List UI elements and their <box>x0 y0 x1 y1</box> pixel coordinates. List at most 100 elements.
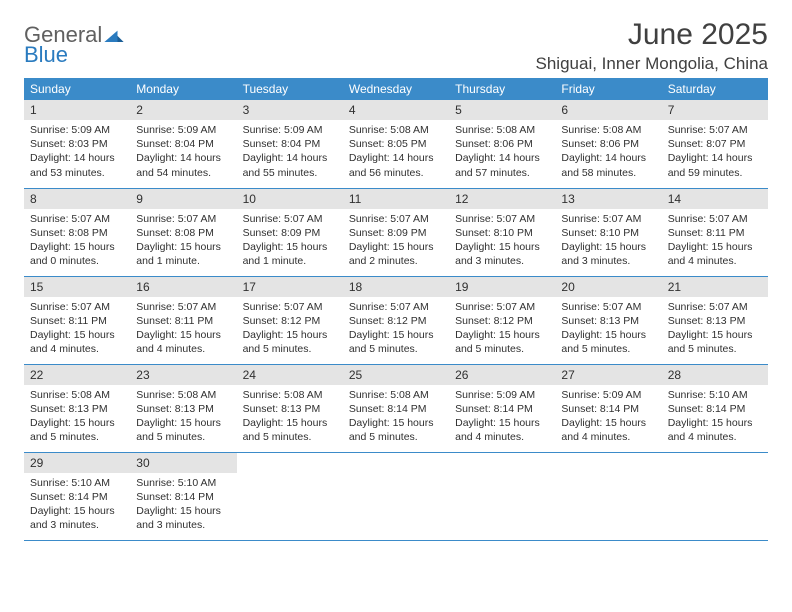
calendar-cell: 9Sunrise: 5:07 AMSunset: 8:08 PMDaylight… <box>130 188 236 276</box>
calendar-cell: 4Sunrise: 5:08 AMSunset: 8:05 PMDaylight… <box>343 100 449 188</box>
day-details: Sunrise: 5:07 AMSunset: 8:09 PMDaylight:… <box>343 209 449 275</box>
day-details: Sunrise: 5:09 AMSunset: 8:04 PMDaylight:… <box>130 120 236 186</box>
day-number: 30 <box>130 453 236 473</box>
calendar-cell: 26Sunrise: 5:09 AMSunset: 8:14 PMDayligh… <box>449 364 555 452</box>
day-number: 2 <box>130 100 236 120</box>
day-number: 1 <box>24 100 130 120</box>
day-details: Sunrise: 5:08 AMSunset: 8:13 PMDaylight:… <box>130 385 236 451</box>
day-details: Sunrise: 5:07 AMSunset: 8:08 PMDaylight:… <box>130 209 236 275</box>
calendar-cell: 20Sunrise: 5:07 AMSunset: 8:13 PMDayligh… <box>555 276 661 364</box>
day-details: Sunrise: 5:07 AMSunset: 8:10 PMDaylight:… <box>449 209 555 275</box>
calendar-cell: 3Sunrise: 5:09 AMSunset: 8:04 PMDaylight… <box>237 100 343 188</box>
weekday-header: Thursday <box>449 78 555 100</box>
day-details: Sunrise: 5:09 AMSunset: 8:14 PMDaylight:… <box>449 385 555 451</box>
calendar-cell <box>449 452 555 540</box>
day-number: 22 <box>24 365 130 385</box>
day-number: 3 <box>237 100 343 120</box>
day-details: Sunrise: 5:10 AMSunset: 8:14 PMDaylight:… <box>662 385 768 451</box>
day-details: Sunrise: 5:08 AMSunset: 8:13 PMDaylight:… <box>24 385 130 451</box>
calendar-cell: 14Sunrise: 5:07 AMSunset: 8:11 PMDayligh… <box>662 188 768 276</box>
weekday-header: Friday <box>555 78 661 100</box>
brand-logo: GeneralBlue <box>24 18 124 66</box>
day-details: Sunrise: 5:10 AMSunset: 8:14 PMDaylight:… <box>24 473 130 539</box>
day-details: Sunrise: 5:07 AMSunset: 8:11 PMDaylight:… <box>130 297 236 363</box>
calendar-cell: 10Sunrise: 5:07 AMSunset: 8:09 PMDayligh… <box>237 188 343 276</box>
calendar-cell: 5Sunrise: 5:08 AMSunset: 8:06 PMDaylight… <box>449 100 555 188</box>
calendar-cell: 30Sunrise: 5:10 AMSunset: 8:14 PMDayligh… <box>130 452 236 540</box>
day-number: 27 <box>555 365 661 385</box>
calendar-cell: 25Sunrise: 5:08 AMSunset: 8:14 PMDayligh… <box>343 364 449 452</box>
calendar-table: Sunday Monday Tuesday Wednesday Thursday… <box>24 78 768 541</box>
month-title: June 2025 <box>536 18 768 52</box>
day-number: 23 <box>130 365 236 385</box>
weekday-header: Tuesday <box>237 78 343 100</box>
calendar-cell: 28Sunrise: 5:10 AMSunset: 8:14 PMDayligh… <box>662 364 768 452</box>
day-number: 5 <box>449 100 555 120</box>
calendar-cell: 24Sunrise: 5:08 AMSunset: 8:13 PMDayligh… <box>237 364 343 452</box>
day-number: 20 <box>555 277 661 297</box>
day-details: Sunrise: 5:07 AMSunset: 8:13 PMDaylight:… <box>662 297 768 363</box>
day-number: 24 <box>237 365 343 385</box>
calendar-cell <box>662 452 768 540</box>
calendar-row: 1Sunrise: 5:09 AMSunset: 8:03 PMDaylight… <box>24 100 768 188</box>
day-details: Sunrise: 5:07 AMSunset: 8:08 PMDaylight:… <box>24 209 130 275</box>
day-number: 9 <box>130 189 236 209</box>
day-details: Sunrise: 5:07 AMSunset: 8:13 PMDaylight:… <box>555 297 661 363</box>
day-number: 6 <box>555 100 661 120</box>
calendar-row: 15Sunrise: 5:07 AMSunset: 8:11 PMDayligh… <box>24 276 768 364</box>
day-number: 10 <box>237 189 343 209</box>
weekday-header-row: Sunday Monday Tuesday Wednesday Thursday… <box>24 78 768 100</box>
day-details: Sunrise: 5:09 AMSunset: 8:03 PMDaylight:… <box>24 120 130 186</box>
day-number: 28 <box>662 365 768 385</box>
day-number: 26 <box>449 365 555 385</box>
weekday-header: Wednesday <box>343 78 449 100</box>
calendar-cell: 17Sunrise: 5:07 AMSunset: 8:12 PMDayligh… <box>237 276 343 364</box>
day-details: Sunrise: 5:08 AMSunset: 8:06 PMDaylight:… <box>449 120 555 186</box>
calendar-cell <box>343 452 449 540</box>
title-block: June 2025 Shiguai, Inner Mongolia, China <box>536 18 768 74</box>
calendar-row: 22Sunrise: 5:08 AMSunset: 8:13 PMDayligh… <box>24 364 768 452</box>
calendar-cell: 16Sunrise: 5:07 AMSunset: 8:11 PMDayligh… <box>130 276 236 364</box>
calendar-cell: 23Sunrise: 5:08 AMSunset: 8:13 PMDayligh… <box>130 364 236 452</box>
day-number: 7 <box>662 100 768 120</box>
calendar-cell: 15Sunrise: 5:07 AMSunset: 8:11 PMDayligh… <box>24 276 130 364</box>
day-details: Sunrise: 5:07 AMSunset: 8:12 PMDaylight:… <box>237 297 343 363</box>
calendar-cell: 11Sunrise: 5:07 AMSunset: 8:09 PMDayligh… <box>343 188 449 276</box>
day-number: 18 <box>343 277 449 297</box>
calendar-row: 8Sunrise: 5:07 AMSunset: 8:08 PMDaylight… <box>24 188 768 276</box>
day-details: Sunrise: 5:10 AMSunset: 8:14 PMDaylight:… <box>130 473 236 539</box>
day-details: Sunrise: 5:08 AMSunset: 8:13 PMDaylight:… <box>237 385 343 451</box>
day-details: Sunrise: 5:07 AMSunset: 8:12 PMDaylight:… <box>343 297 449 363</box>
calendar-cell: 7Sunrise: 5:07 AMSunset: 8:07 PMDaylight… <box>662 100 768 188</box>
weekday-header: Saturday <box>662 78 768 100</box>
calendar-cell: 18Sunrise: 5:07 AMSunset: 8:12 PMDayligh… <box>343 276 449 364</box>
day-details: Sunrise: 5:08 AMSunset: 8:05 PMDaylight:… <box>343 120 449 186</box>
day-details: Sunrise: 5:07 AMSunset: 8:11 PMDaylight:… <box>24 297 130 363</box>
header: GeneralBlue June 2025 Shiguai, Inner Mon… <box>24 18 768 74</box>
day-details: Sunrise: 5:07 AMSunset: 8:11 PMDaylight:… <box>662 209 768 275</box>
calendar-cell: 19Sunrise: 5:07 AMSunset: 8:12 PMDayligh… <box>449 276 555 364</box>
day-details: Sunrise: 5:07 AMSunset: 8:07 PMDaylight:… <box>662 120 768 186</box>
calendar-cell: 8Sunrise: 5:07 AMSunset: 8:08 PMDaylight… <box>24 188 130 276</box>
weekday-header: Sunday <box>24 78 130 100</box>
day-number: 29 <box>24 453 130 473</box>
day-details: Sunrise: 5:08 AMSunset: 8:06 PMDaylight:… <box>555 120 661 186</box>
day-details: Sunrise: 5:09 AMSunset: 8:14 PMDaylight:… <box>555 385 661 451</box>
calendar-cell: 6Sunrise: 5:08 AMSunset: 8:06 PMDaylight… <box>555 100 661 188</box>
day-number: 11 <box>343 189 449 209</box>
day-number: 16 <box>130 277 236 297</box>
day-number: 19 <box>449 277 555 297</box>
day-number: 13 <box>555 189 661 209</box>
calendar-cell: 12Sunrise: 5:07 AMSunset: 8:10 PMDayligh… <box>449 188 555 276</box>
day-number: 8 <box>24 189 130 209</box>
day-number: 14 <box>662 189 768 209</box>
day-number: 12 <box>449 189 555 209</box>
day-details: Sunrise: 5:07 AMSunset: 8:10 PMDaylight:… <box>555 209 661 275</box>
day-number: 15 <box>24 277 130 297</box>
calendar-cell: 13Sunrise: 5:07 AMSunset: 8:10 PMDayligh… <box>555 188 661 276</box>
calendar-row: 29Sunrise: 5:10 AMSunset: 8:14 PMDayligh… <box>24 452 768 540</box>
calendar-cell: 27Sunrise: 5:09 AMSunset: 8:14 PMDayligh… <box>555 364 661 452</box>
location-text: Shiguai, Inner Mongolia, China <box>536 54 768 74</box>
day-number: 4 <box>343 100 449 120</box>
calendar-cell: 1Sunrise: 5:09 AMSunset: 8:03 PMDaylight… <box>24 100 130 188</box>
